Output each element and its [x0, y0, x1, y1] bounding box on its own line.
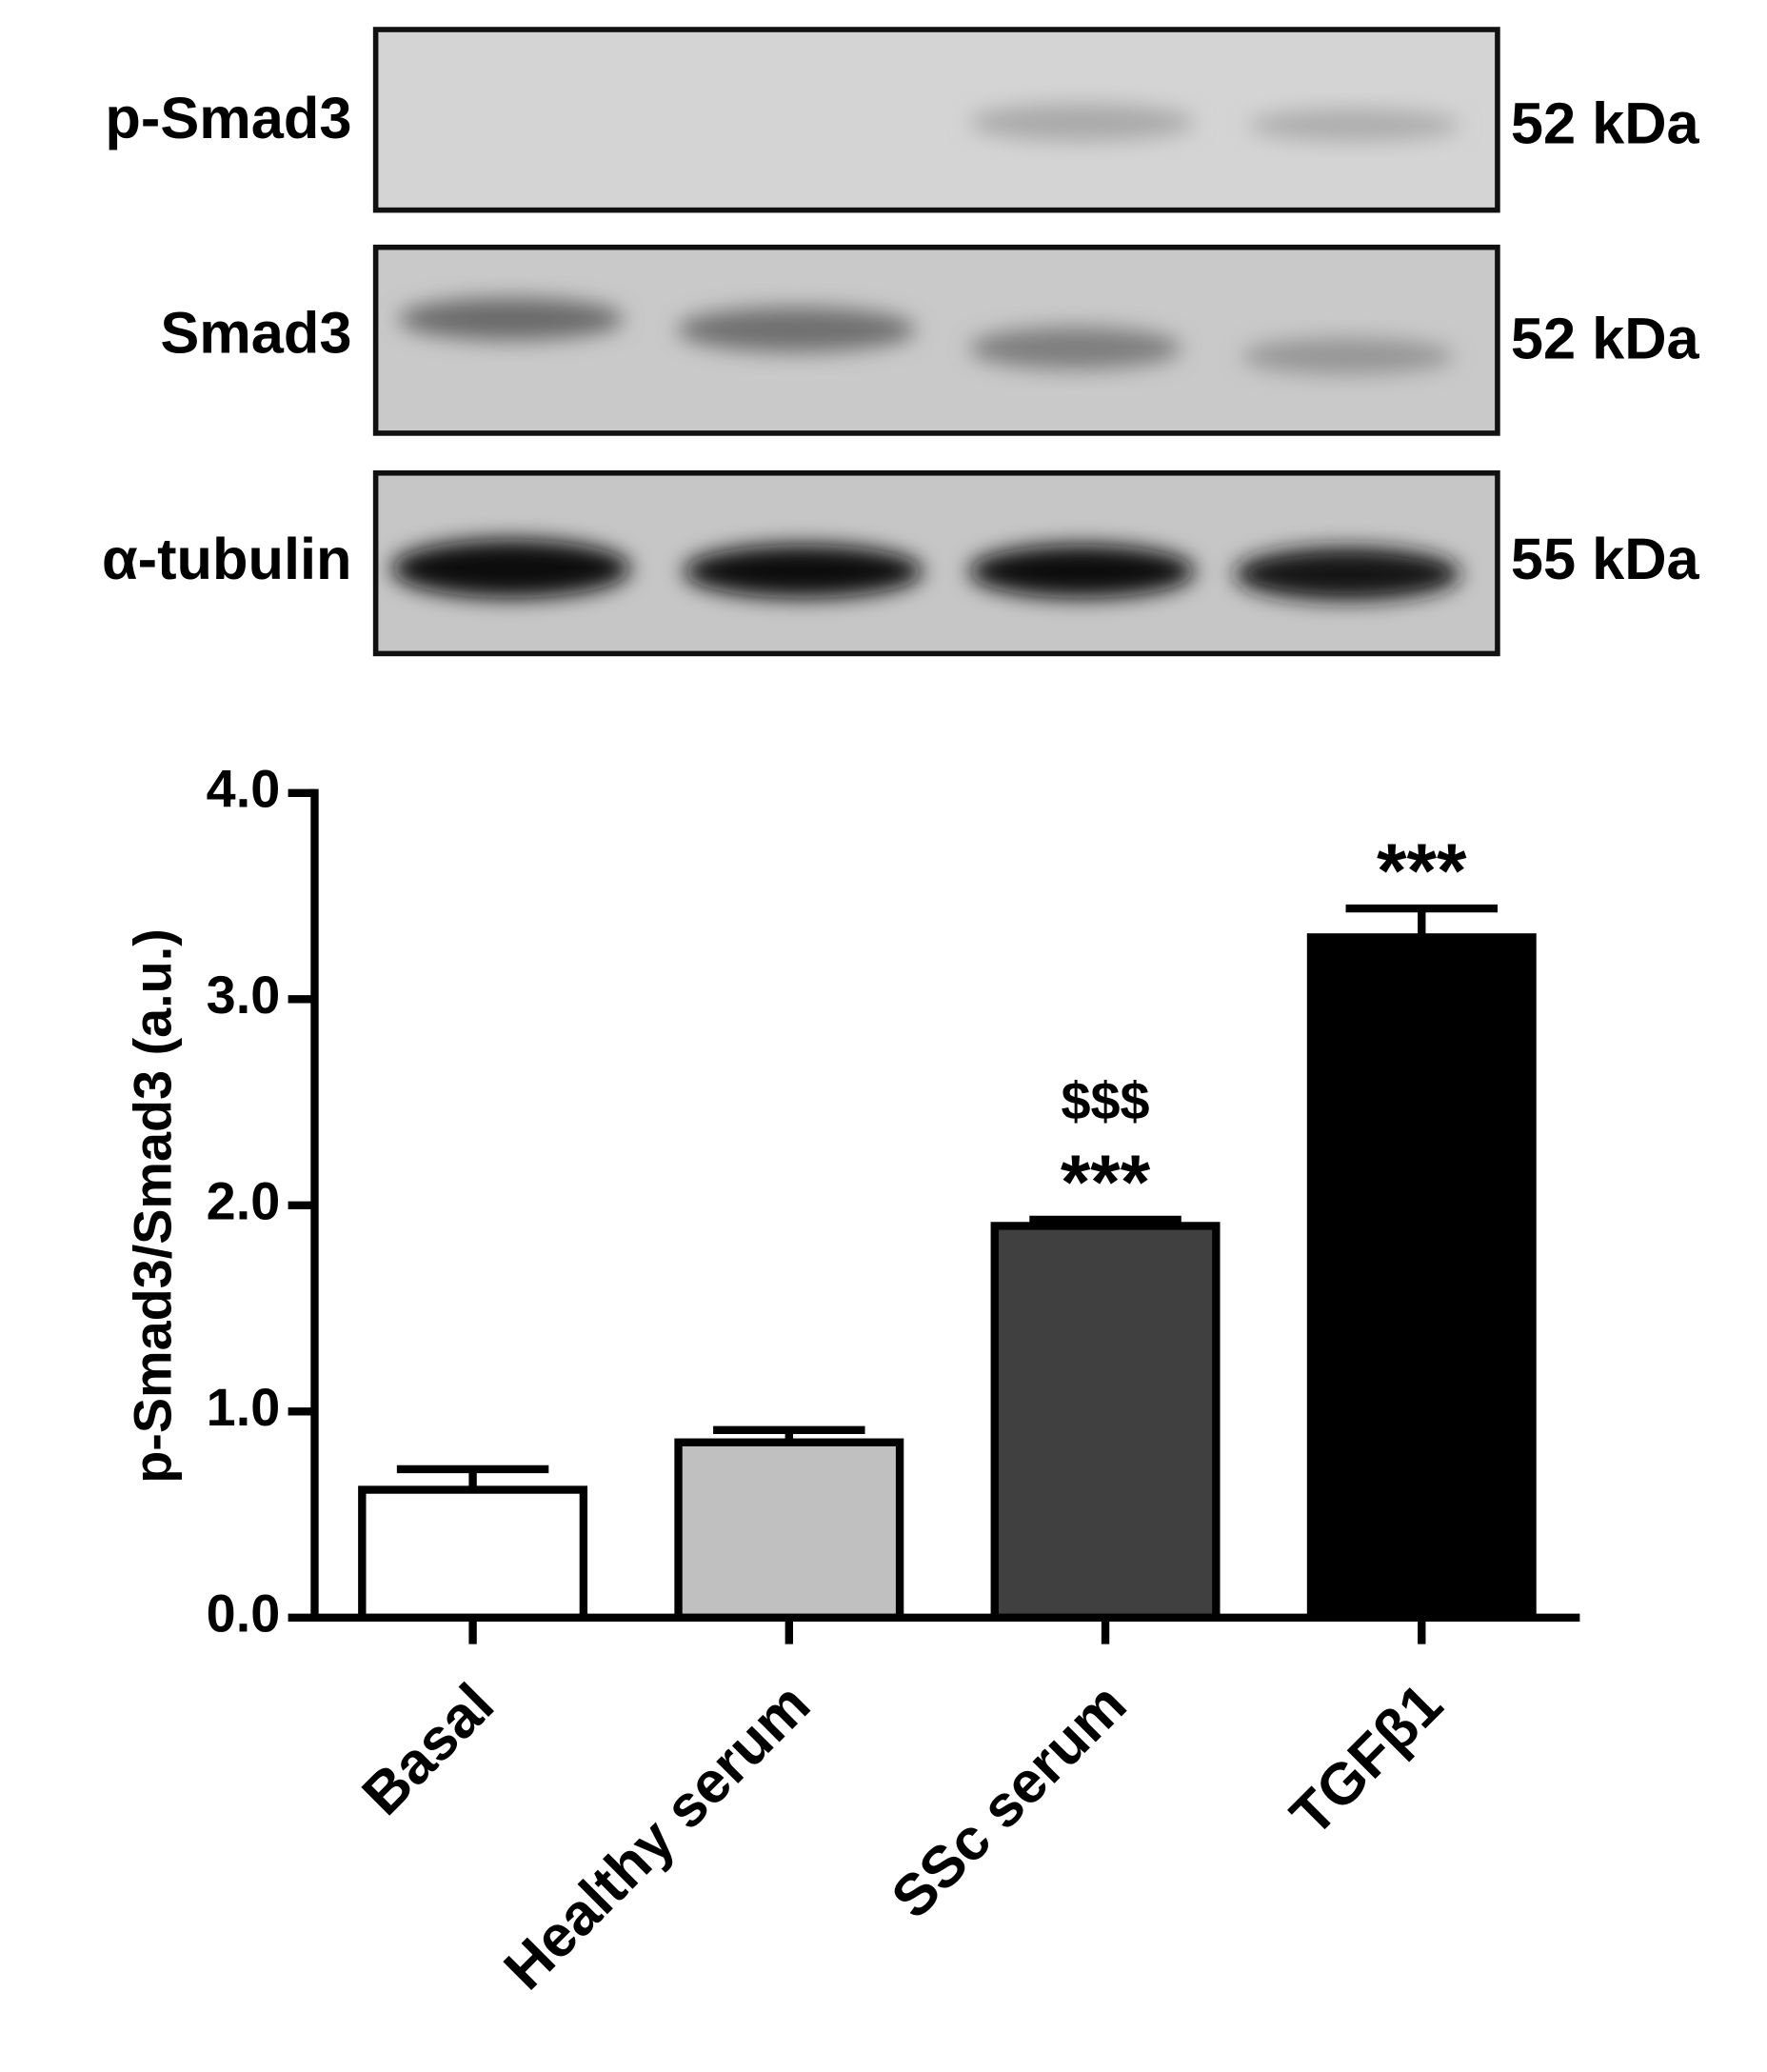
y-tick-label: 2.0: [207, 1172, 281, 1231]
x-tick-label: Basal: [349, 1671, 506, 1828]
significance-label: $$$: [1062, 1072, 1150, 1131]
size-label: 52 kDa: [1511, 90, 1700, 156]
x-tick-label: SSc serum: [879, 1671, 1139, 1931]
y-tick-label: 1.0: [207, 1378, 281, 1437]
y-tick-label: 3.0: [207, 966, 281, 1025]
row-label: Smad3: [160, 301, 351, 367]
x-tick-label: TGFβ1: [1278, 1671, 1455, 1848]
y-axis-label: p-Smad3/Smad3 (a.u.): [123, 928, 182, 1484]
size-label: 55 kDa: [1511, 527, 1700, 592]
significance-label: ***: [1377, 828, 1467, 914]
row-label: α-tubulin: [102, 527, 352, 592]
bar: [358, 1485, 588, 1622]
y-tick-label: 0.0: [207, 1584, 281, 1643]
y-tick-label: 4.0: [207, 760, 281, 819]
bar: [674, 1438, 904, 1622]
x-tick-label: Healthy serum: [491, 1671, 823, 2002]
bar: [990, 1222, 1221, 1622]
size-label: 52 kDa: [1511, 306, 1700, 371]
blot-panel: p-Smad3 52 kDa: [105, 27, 1700, 213]
row-label: p-Smad3: [105, 86, 351, 151]
bar: [1306, 933, 1537, 1622]
significance-label: ***: [1061, 1140, 1151, 1225]
blot-panel: α-tubulin 55 kDa: [102, 469, 1700, 657]
blot-panel: Smad3 52 kDa: [160, 244, 1700, 436]
